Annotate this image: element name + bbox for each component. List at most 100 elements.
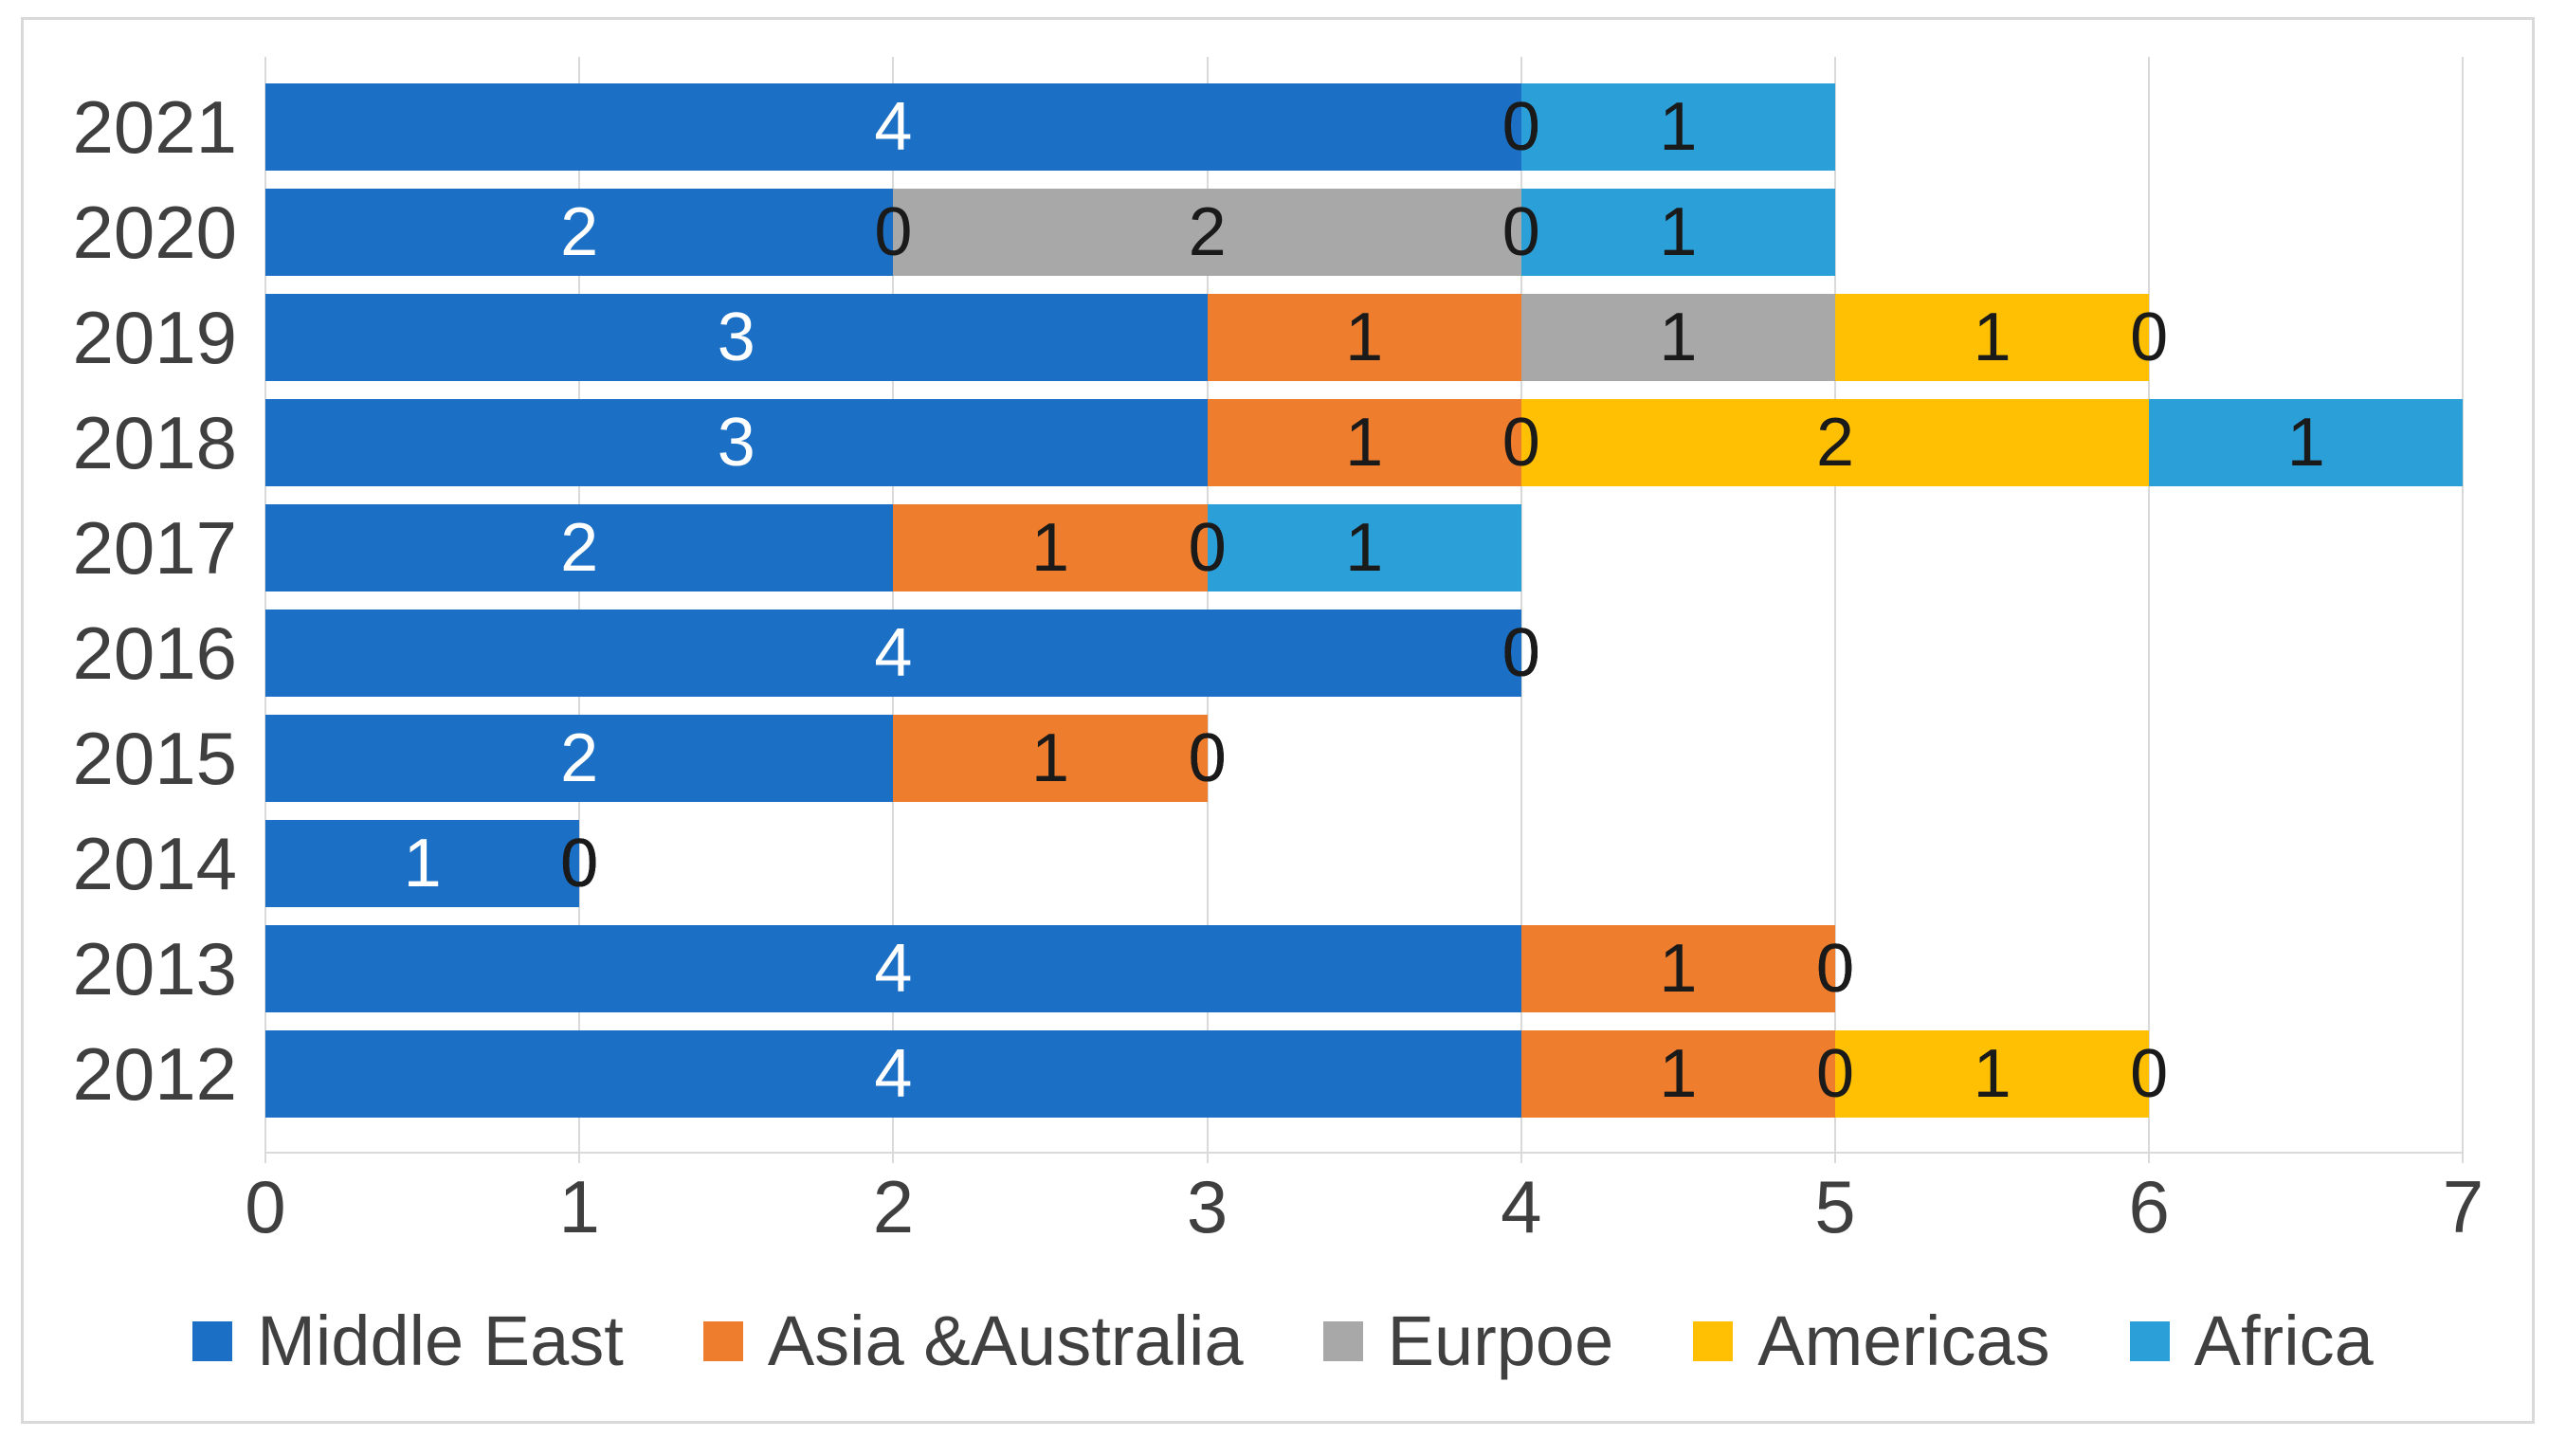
x-tick-label: 0	[245, 1165, 286, 1248]
bar-label: 2	[1815, 405, 1855, 481]
bar-segment-middle-east	[265, 925, 1521, 1012]
bar-label: 1	[1345, 510, 1384, 586]
bar-label-zero: 0	[1188, 510, 1227, 586]
gridline	[264, 57, 266, 1152]
x-axis-tick	[2148, 1152, 2151, 1163]
bar-segment-middle-east	[265, 399, 1208, 486]
gridline	[1206, 57, 1209, 1152]
bar-segment-africa	[1520, 83, 1835, 171]
bar-label-zero: 0	[560, 826, 599, 901]
year-label: 2021	[72, 85, 237, 169]
bar-segment-middle-east	[265, 294, 1208, 381]
bar-label-zero: 0	[1188, 720, 1227, 796]
x-axis-tick	[1206, 1152, 1209, 1163]
bar-segment-asia-australia	[893, 504, 1208, 592]
bar-label: 2	[560, 720, 599, 796]
bar-segment-middle-east	[265, 820, 580, 907]
legend-label: Eurpoe	[1387, 1301, 1614, 1380]
bar-label: 2	[560, 510, 599, 586]
gridline	[892, 57, 895, 1152]
legend-item-middle-east: Middle East	[192, 1301, 624, 1381]
bar-label: 3	[717, 405, 755, 481]
bar-segment-asia-australia	[1520, 1030, 1835, 1118]
gridline	[2462, 57, 2465, 1152]
x-axis-tick	[264, 1152, 266, 1163]
bar-label-zero: 0	[1501, 405, 1540, 481]
bar-label-zero: 0	[1815, 931, 1855, 1007]
bar-segment-asia-australia	[1520, 925, 1835, 1012]
bar-segment-eurpoe	[893, 189, 1521, 276]
year-label: 2017	[72, 506, 237, 590]
bar-label: 1	[1659, 89, 1698, 165]
bar-segment-asia-australia	[1207, 399, 1521, 486]
bar-label-zero: 0	[2130, 300, 2169, 375]
legend-swatch-icon	[2129, 1320, 2170, 1361]
bar-label: 4	[874, 931, 913, 1007]
year-label: 2013	[72, 927, 237, 1010]
x-axis-tick	[2462, 1152, 2465, 1163]
x-axis-line	[265, 1152, 2464, 1154]
year-label: 2020	[72, 191, 237, 274]
x-tick-label: 1	[558, 1165, 600, 1248]
bar-segment-middle-east	[265, 610, 1521, 697]
bar-label: 1	[1659, 300, 1698, 375]
bar-label-zero: 0	[560, 826, 599, 901]
legend-swatch-icon	[1693, 1320, 1734, 1361]
bar-label-zero: 0	[1815, 931, 1855, 1007]
x-tick-label: 3	[1186, 1165, 1228, 1248]
bar-label-zero: 0	[1188, 510, 1227, 586]
bar-segment-middle-east	[265, 504, 894, 592]
year-label: 2018	[72, 401, 237, 484]
bar-label-zero: 0	[1188, 720, 1227, 796]
x-tick-label: 6	[2128, 1165, 2170, 1248]
x-axis-tick	[1834, 1152, 1836, 1163]
bar-segment-asia-australia	[1207, 294, 1521, 381]
x-tick-label: 2	[872, 1165, 915, 1248]
x-tick-label: 4	[1501, 1165, 1542, 1248]
bar-label: 1	[1659, 194, 1698, 270]
bar-label-zero: 0	[1501, 615, 1540, 691]
legend-label: Americas	[1757, 1301, 2050, 1380]
x-axis-tick	[1520, 1152, 1522, 1163]
bar-segment-middle-east	[265, 83, 1521, 171]
gridline	[1520, 57, 1522, 1152]
bar-segment-americas	[1835, 294, 2150, 381]
legend-swatch-icon	[1322, 1320, 1363, 1361]
bar-segment-eurpoe	[1520, 294, 1835, 381]
legend-swatch-icon	[702, 1320, 743, 1361]
bar-label-zero: 0	[1501, 615, 1540, 691]
bar-label: 1	[1030, 720, 1070, 796]
gridline	[1834, 57, 1836, 1152]
bar-label-zero: 0	[1501, 89, 1540, 165]
bar-label-zero: 0	[1815, 931, 1855, 1007]
bar-label: 4	[874, 1036, 913, 1112]
bar-segment-middle-east	[265, 189, 894, 276]
x-tick-label: 7	[2442, 1165, 2484, 1248]
gridline	[578, 57, 581, 1152]
year-label: 2014	[72, 822, 237, 905]
gridline	[2148, 57, 2151, 1152]
legend-swatch-icon	[192, 1320, 233, 1361]
x-axis-tick	[578, 1152, 581, 1163]
bar-label-zero: 0	[1188, 720, 1227, 796]
legend-item-eurpoe: Eurpoe	[1322, 1301, 1614, 1381]
legend: Middle East Asia &Australia Eurpoe Americas…	[0, 1301, 2566, 1381]
bar-segment-africa	[1207, 504, 1521, 592]
legend-label: Middle East	[257, 1301, 624, 1380]
year-label: 2016	[72, 611, 237, 695]
bar-label-zero: 0	[1815, 1036, 1855, 1112]
bar-segment-americas	[1835, 1030, 2150, 1118]
bar-segment-middle-east	[265, 715, 894, 802]
legend-item-asia-australia: Asia &Australia	[702, 1301, 1244, 1381]
bar-label-zero: 0	[1501, 615, 1540, 691]
bar-label: 1	[1345, 405, 1384, 481]
bar-label-zero: 0	[1501, 89, 1540, 165]
bar-segment-africa	[2149, 399, 2464, 486]
bar-label: 4	[874, 89, 913, 165]
bar-segment-americas	[1520, 399, 2150, 486]
x-axis-tick	[892, 1152, 895, 1163]
bar-label: 1	[1659, 1036, 1698, 1112]
bar-segment-africa	[1520, 189, 1835, 276]
bar-label: 4	[874, 615, 913, 691]
